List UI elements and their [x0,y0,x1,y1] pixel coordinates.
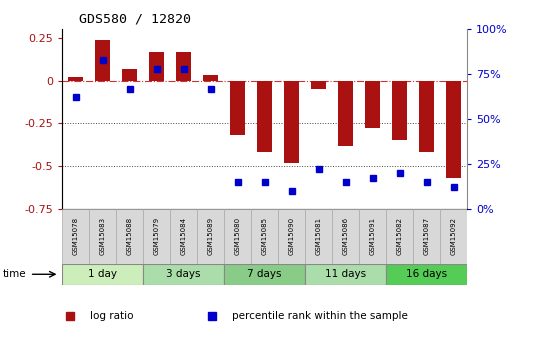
Text: GSM15078: GSM15078 [72,217,79,255]
Bar [170,209,197,264]
Bar [143,264,224,285]
Bar [446,81,461,178]
Text: GSM15086: GSM15086 [342,217,349,255]
Text: 16 days: 16 days [406,269,447,279]
Bar [359,209,386,264]
Text: time: time [3,269,26,279]
Text: GSM15091: GSM15091 [369,217,376,255]
Bar [257,81,272,152]
Bar [89,209,116,264]
Bar [176,51,191,81]
Bar [62,209,89,264]
Bar [305,264,386,285]
Text: GSM15089: GSM15089 [207,217,214,255]
Text: percentile rank within the sample: percentile rank within the sample [232,311,408,321]
Text: GSM15085: GSM15085 [261,217,268,255]
Bar [332,209,359,264]
Bar [311,81,326,89]
Bar [116,209,143,264]
Text: GSM15083: GSM15083 [99,217,106,255]
Text: 1 day: 1 day [88,269,117,279]
Bar [338,81,353,146]
Bar [413,209,440,264]
Text: GSM15082: GSM15082 [396,217,403,255]
Text: GSM15087: GSM15087 [423,217,430,255]
Text: 7 days: 7 days [247,269,282,279]
Bar [62,264,143,285]
Bar [230,81,245,135]
Text: 3 days: 3 days [166,269,201,279]
Text: 11 days: 11 days [325,269,366,279]
Bar [386,209,413,264]
Bar [197,209,224,264]
Bar [305,209,332,264]
Bar [143,209,170,264]
Bar [251,209,278,264]
Bar [386,264,467,285]
Bar [392,81,407,140]
Bar [122,69,137,81]
Bar [224,264,305,285]
Bar [95,40,110,81]
Text: GSM15088: GSM15088 [126,217,133,255]
Bar [149,51,164,81]
Bar [365,81,380,128]
Bar [440,209,467,264]
Bar [68,77,83,81]
Text: log ratio: log ratio [91,311,134,321]
Bar [419,81,434,152]
Text: GSM15080: GSM15080 [234,217,241,255]
Bar [284,81,299,162]
Text: GDS580 / 12820: GDS580 / 12820 [79,12,191,25]
Bar [278,209,305,264]
Text: GSM15084: GSM15084 [180,217,187,255]
Bar [203,76,218,81]
Text: GSM15092: GSM15092 [450,217,457,255]
Text: GSM15081: GSM15081 [315,217,322,255]
Text: GSM15079: GSM15079 [153,217,160,255]
Bar [224,209,251,264]
Text: GSM15090: GSM15090 [288,217,295,255]
